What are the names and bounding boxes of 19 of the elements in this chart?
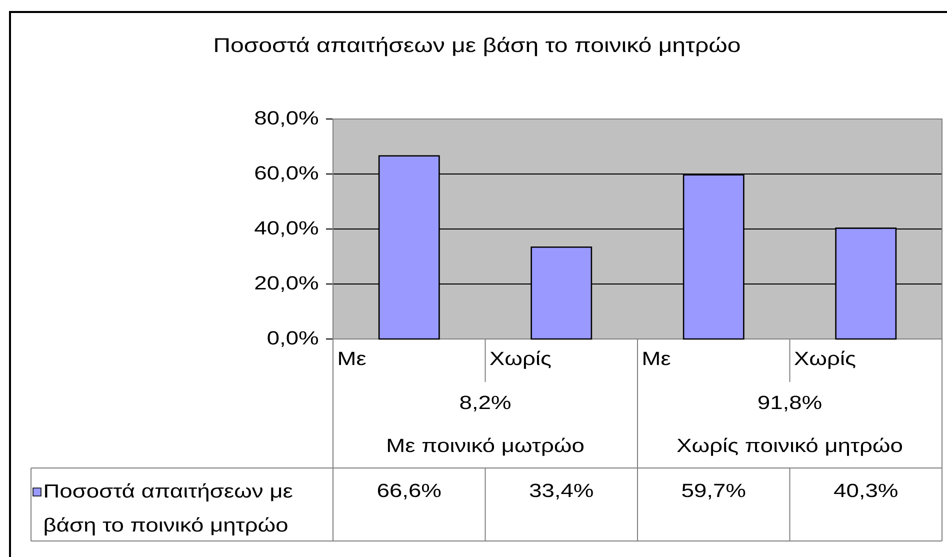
data-label: 40,3% (834, 484, 898, 500)
data-label: 66,6% (378, 484, 441, 500)
x-tick-label: Χωρίς (794, 350, 856, 369)
text: Με ποινικό μωτρώο (388, 438, 584, 456)
y-tick-label: 20,0% (255, 276, 318, 292)
y-tick-label: 40,0% (254, 221, 318, 237)
text: 91,8% (758, 396, 822, 412)
y-tick-label: 80,0% (255, 111, 318, 127)
x-tick-label: Χωρίς (490, 350, 551, 369)
y-tick-label: 60,0% (255, 166, 318, 182)
x-tick-label: Με (644, 352, 670, 366)
x-tick-label: Με (339, 352, 366, 366)
text: 8,2% (460, 396, 510, 412)
data-label: 59,7% (682, 484, 746, 500)
y-tick-label: 0,0% (268, 331, 318, 347)
data-label: 33,4% (530, 484, 593, 500)
legend-label: Ποσοστά απαιτήσεων με βάση το ποινικό μητρώο (44, 483, 292, 536)
text: Χωρίς ποινικό μητρώο (677, 438, 902, 456)
chart-title: Ποσοστά απαιτήσεων με βάση το ποινικό μητρώο (215, 36, 740, 56)
